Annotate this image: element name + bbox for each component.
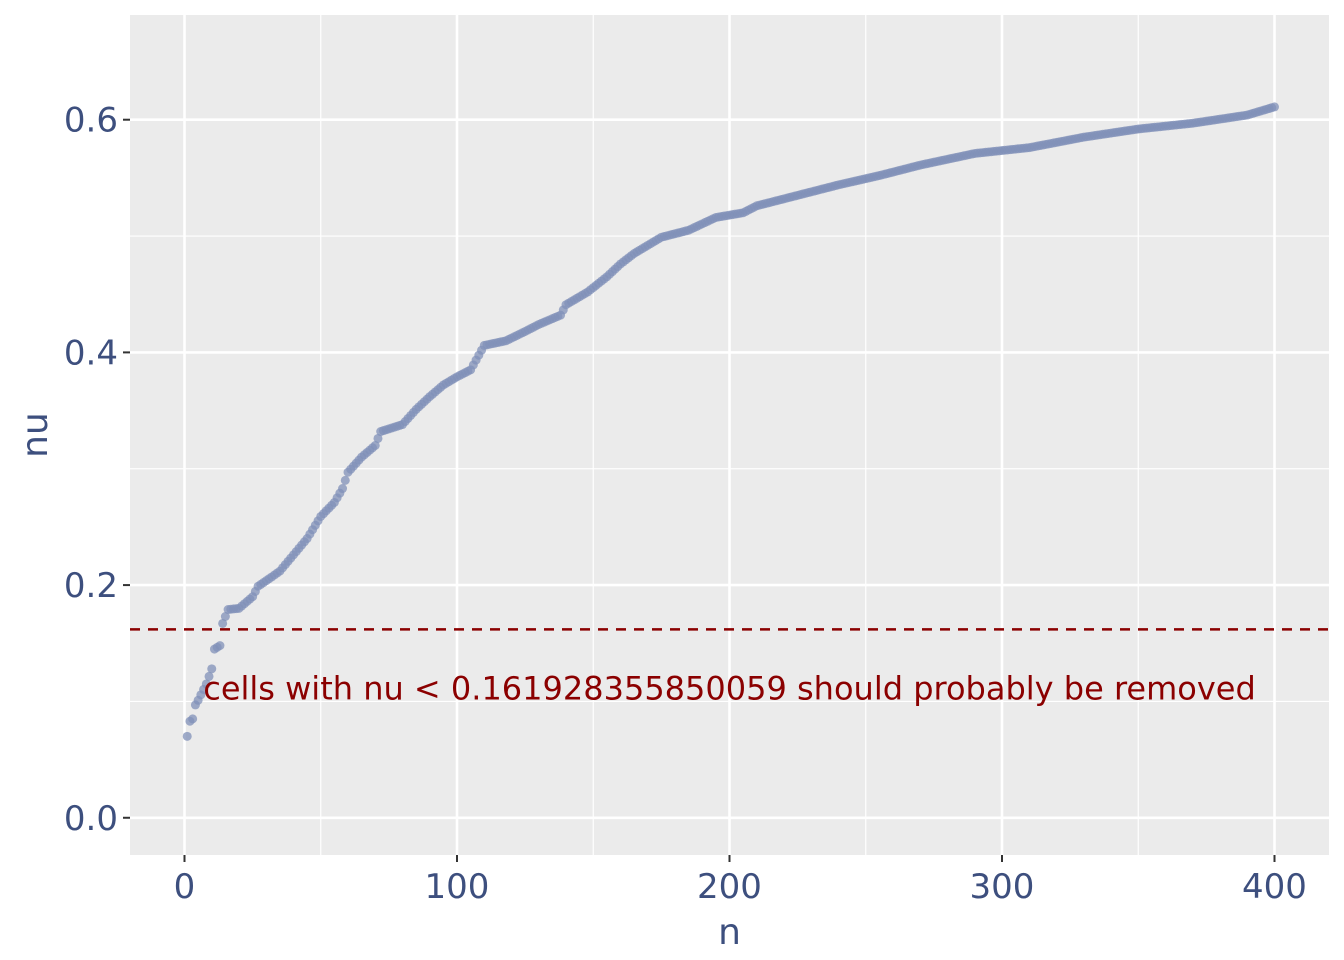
y-tick-label: 0.4 (64, 333, 118, 373)
y-axis-title: nu (15, 412, 56, 458)
x-tick-label: 100 (425, 867, 490, 907)
threshold-annotation: cells with nu < 0.161928355850059 should… (203, 670, 1256, 708)
y-tick-label: 0.2 (64, 566, 118, 606)
data-point (201, 679, 211, 689)
data-point (215, 641, 225, 651)
major-grid (130, 15, 1329, 855)
data-point (207, 664, 217, 674)
x-axis-title: n (718, 912, 741, 953)
data-point (218, 618, 228, 628)
data-point (182, 731, 192, 741)
data-point (1270, 102, 1279, 112)
data-point (338, 484, 348, 494)
data-point (373, 433, 383, 443)
data-point (204, 671, 214, 681)
x-tick-label: 300 (970, 867, 1035, 907)
x-tick-label: 400 (1242, 867, 1307, 907)
data-points (182, 102, 1279, 741)
y-tick-label: 0.6 (64, 101, 118, 141)
x-axis-ticks: 0 100 200 300 400 (174, 855, 1307, 907)
data-point (188, 714, 198, 724)
data-point (340, 475, 350, 485)
y-axis-ticks: 0.0 0.2 0.4 0.6 (64, 101, 130, 839)
y-tick-label: 0.0 (64, 799, 118, 839)
x-tick-label: 200 (697, 867, 762, 907)
x-tick-label: 0 (174, 867, 196, 907)
data-point (370, 440, 380, 450)
data-point (220, 611, 230, 621)
